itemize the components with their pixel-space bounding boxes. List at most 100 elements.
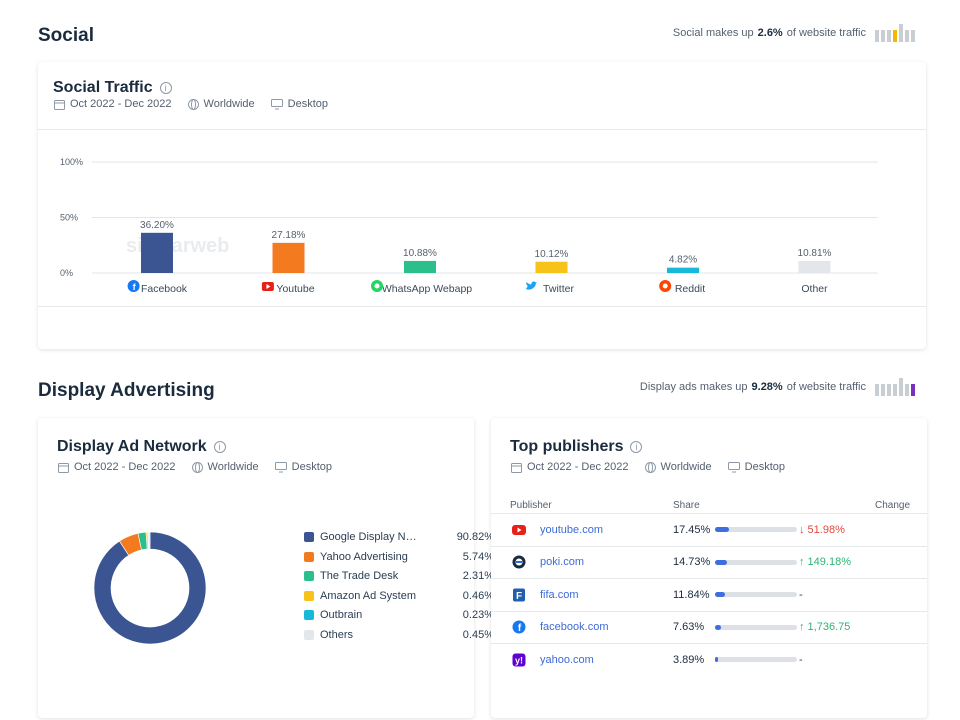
share-bar-fill: [715, 624, 722, 630]
display-summary-suffix: of website traffic: [786, 381, 866, 393]
column-header-change[interactable]: Change: [875, 500, 911, 511]
publisher-share: 7.63%: [673, 621, 705, 633]
poki-icon: [511, 554, 527, 570]
bar-youtube[interactable]: [272, 242, 305, 273]
table-row[interactable]: youtube.com 17.45% ↓ 51.98%: [491, 513, 927, 545]
bar-value-label: 10.81%: [798, 248, 832, 259]
y-tick-label: 0%: [60, 268, 73, 278]
top-publishers-header: Top publishers i: [510, 438, 643, 456]
bar-reddit[interactable]: [667, 267, 699, 273]
publisher-change: -: [799, 588, 803, 601]
legend-swatch: [304, 551, 314, 562]
publishers-date-range: Oct 2022 - Dec 2022: [527, 461, 629, 473]
display-section-title: Display Advertising: [38, 380, 215, 401]
legend-value: 0.46%: [462, 589, 494, 602]
legend-value: 0.23%: [462, 609, 494, 622]
calendar-icon: [511, 462, 522, 473]
youtube-icon: [511, 522, 527, 538]
bar-whatsapp-webapp[interactable]: [404, 260, 436, 273]
x-category-label: Other: [801, 283, 828, 295]
share-bar-fill: [715, 657, 719, 662]
display-ad-network-meta: Oct 2022 - Dec 2022 Worldwide Desktop: [58, 461, 332, 473]
legend-item[interactable]: Amazon Ad System 0.46%: [304, 590, 494, 602]
calendar-icon: [54, 99, 65, 110]
display-summary-prefix: Display ads makes up: [639, 381, 748, 393]
fifa-icon: F: [511, 587, 527, 603]
legend-item[interactable]: Yahoo Advertising 5.74%: [304, 551, 494, 563]
publisher-domain-link[interactable]: fifa.com: [540, 588, 579, 601]
column-header-publisher[interactable]: Publisher: [510, 500, 552, 511]
column-header-share[interactable]: Share: [673, 500, 700, 511]
calendar-icon: [58, 462, 69, 473]
legend-item[interactable]: Outbrain 0.23%: [304, 609, 494, 621]
legend-label: Google Display Ne...: [320, 531, 420, 543]
x-category-label: WhatsApp Webapp: [371, 280, 472, 295]
publishers-device: Desktop: [744, 461, 786, 473]
donut-slice-5[interactable]: [148, 531, 151, 550]
network-date-range: Oct 2022 - Dec 2022: [74, 461, 176, 473]
reddit-icon: [659, 280, 672, 292]
table-row[interactable]: f facebook.com 7.63% ↑ 1,736.75: [491, 610, 927, 643]
legend-item[interactable]: The Trade Desk 2.31%: [304, 570, 494, 582]
bar-value-label: 4.82%: [669, 255, 697, 266]
legend-item[interactable]: Others 0.45%: [304, 629, 494, 641]
y-tick-label: 100%: [60, 157, 83, 167]
bar-value-label: 10.88%: [403, 248, 437, 259]
globe-icon: [191, 461, 203, 473]
svg-text:Other: Other: [801, 283, 828, 295]
info-icon[interactable]: i: [213, 441, 226, 453]
publisher-share: 17.45%: [673, 523, 711, 536]
publisher-change: -: [799, 653, 803, 666]
share-bar-fill: [715, 592, 725, 597]
legend-label: The Trade Desk: [320, 570, 399, 583]
legend-value: 2.31%: [462, 570, 494, 583]
publisher-domain-link[interactable]: facebook.com: [540, 621, 609, 633]
info-icon[interactable]: i: [630, 441, 643, 453]
publishers-region: Worldwide: [660, 461, 712, 473]
publisher-change: ↑ 149.18%: [799, 556, 851, 568]
top-publishers-meta: Oct 2022 - Dec 2022 Worldwide Desktop: [511, 461, 785, 473]
bar-value-label: 27.18%: [272, 230, 306, 241]
social-date-range: Oct 2022 - Dec 2022: [70, 98, 172, 110]
share-bar: [715, 559, 797, 565]
legend-swatch: [304, 630, 314, 640]
legend-item[interactable]: Google Display Ne... 90.82%: [304, 531, 494, 543]
bar-facebook[interactable]: [141, 232, 173, 273]
network-region: Worldwide: [207, 461, 259, 473]
yahoo-icon: y!: [511, 652, 527, 668]
globe-icon: [644, 461, 656, 473]
publisher-domain-link[interactable]: youtube.com: [540, 523, 603, 536]
bar-other[interactable]: [798, 261, 831, 273]
svg-text:Facebook: Facebook: [141, 283, 188, 295]
legend-label: Outbrain: [320, 609, 363, 622]
svg-text:Twitter: Twitter: [543, 283, 574, 295]
svg-text:Youtube: Youtube: [276, 283, 314, 295]
whatsapp-icon: [371, 280, 383, 292]
table-row[interactable]: y! yahoo.com 3.89% -: [491, 643, 927, 675]
legend-value: 90.82%: [456, 531, 494, 543]
share-bar: [715, 657, 797, 662]
network-device: Desktop: [291, 461, 333, 473]
donut-slice-0[interactable]: [93, 531, 207, 645]
publisher-domain-link[interactable]: poki.com: [540, 556, 585, 568]
svg-text:WhatsApp Webapp: WhatsApp Webapp: [382, 283, 472, 295]
svg-text:Reddit: Reddit: [675, 283, 705, 295]
display-summary: Display ads makes up 9.28% of website tr…: [640, 378, 915, 396]
publisher-domain-link[interactable]: yahoo.com: [540, 653, 594, 666]
desktop-icon: [270, 98, 283, 109]
svg-text:f: f: [518, 623, 522, 634]
social-traffic-meta: Oct 2022 - Dec 2022 Worldwide Desktop: [54, 98, 328, 110]
legend-label: Yahoo Advertising: [320, 550, 408, 563]
display-ad-network-card: Display Ad Network i Oct 2022 - Dec 2022…: [38, 418, 494, 718]
info-icon[interactable]: i: [159, 82, 172, 94]
display-ad-network-donut: [93, 531, 207, 645]
share-bar-fill: [715, 559, 728, 565]
desktop-icon: [727, 461, 740, 472]
social-region: Worldwide: [203, 98, 255, 110]
display-summary-bars-icon: [875, 378, 915, 396]
publisher-share: 11.84%: [673, 588, 710, 601]
table-row[interactable]: poki.com 14.73% ↑ 149.18%: [491, 545, 927, 578]
social-summary-value: 2.6%: [757, 27, 783, 39]
bar-twitter[interactable]: [535, 261, 568, 273]
